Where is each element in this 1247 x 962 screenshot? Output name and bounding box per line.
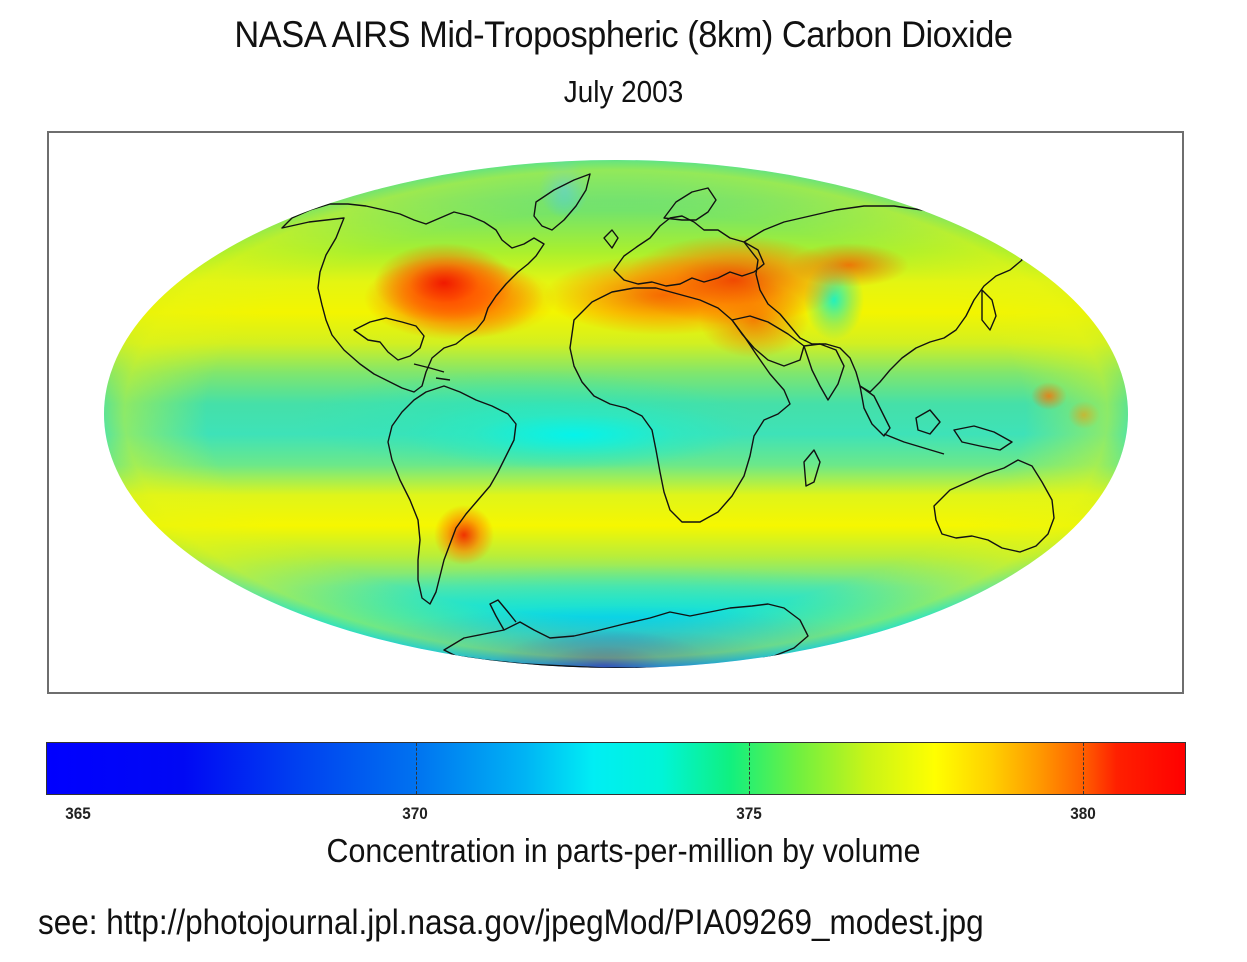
colorbar-tick-370 xyxy=(416,743,417,794)
coastline-south-america xyxy=(387,385,517,605)
co2-global-map xyxy=(104,160,1128,668)
coastline-australia xyxy=(933,459,1055,553)
colorbar-tick-375 xyxy=(749,743,750,794)
coastline-arabia xyxy=(731,315,805,367)
coastline-asia xyxy=(743,205,1023,393)
colorbar-axis-label: Concentration in parts-per-million by vo… xyxy=(326,832,921,869)
coastline-europe xyxy=(613,215,765,287)
coastline-caribbean xyxy=(413,363,451,381)
coastline-india xyxy=(803,343,845,401)
coastline-new-zealand xyxy=(1073,535,1101,575)
coastline-africa xyxy=(569,287,791,523)
coastline-madagascar xyxy=(803,449,821,487)
coastline-greenland xyxy=(533,173,591,231)
coastline-gulf-mexico xyxy=(353,317,425,361)
map-edge-shading xyxy=(104,160,1128,668)
colorbar xyxy=(46,742,1186,795)
chart-subtitle: July 2003 xyxy=(563,74,684,109)
coastline-uk xyxy=(603,229,619,249)
coastline-japan xyxy=(981,289,997,331)
coastline-southeast-asia xyxy=(859,385,891,437)
colorbar-label-375: 375 xyxy=(736,804,762,823)
chart-title: NASA AIRS Mid-Tropospheric (8km) Carbon … xyxy=(234,14,1013,55)
colorbar-tick-380 xyxy=(1083,743,1084,794)
coastline-antarctica xyxy=(443,603,809,668)
coastline-antarctic-peninsula xyxy=(489,599,517,631)
coastline-north-america xyxy=(281,203,545,393)
coastlines xyxy=(281,173,1101,668)
colorbar-label-380: 380 xyxy=(1070,804,1096,823)
colorbar-label-370: 370 xyxy=(402,804,428,823)
source-citation: see: http://photojournal.jpl.nasa.gov/jp… xyxy=(38,903,984,942)
coastline-scandinavia xyxy=(663,187,717,221)
coastline-indonesia xyxy=(883,409,1013,455)
colorbar-label-365: 365 xyxy=(65,804,91,823)
